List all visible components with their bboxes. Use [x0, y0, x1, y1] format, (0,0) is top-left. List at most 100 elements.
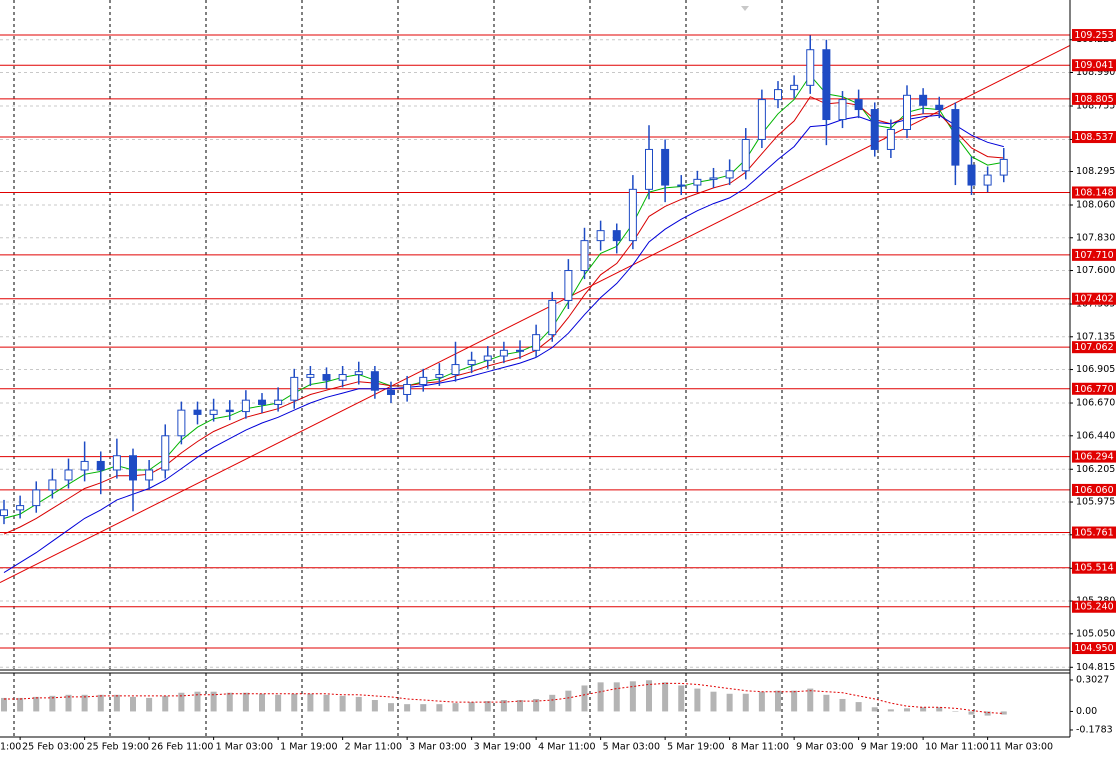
level-label-box: [1072, 59, 1116, 72]
osc-bar: [194, 691, 201, 712]
candle-body: [209, 409, 218, 415]
level-label: 105.240: [1074, 602, 1113, 613]
candle-body: [96, 460, 105, 471]
level-label: 105.761: [1074, 528, 1113, 539]
candle-body: [0, 509, 8, 517]
level-label-box: [1072, 341, 1116, 354]
candle-body: [483, 355, 492, 361]
candle-body: [774, 89, 782, 101]
level-label-box: [1072, 483, 1116, 496]
candle-body: [548, 299, 557, 336]
osc-bar: [81, 694, 88, 712]
candle-body: [129, 455, 137, 481]
osc-bar: [291, 693, 298, 712]
level-label: 104.950: [1074, 643, 1113, 654]
level-label: 106.060: [1074, 485, 1113, 496]
osc-bar: [130, 696, 136, 712]
level-label: 106.770: [1074, 384, 1113, 395]
osc-bar: [936, 707, 943, 712]
level-label-box: [1072, 131, 1116, 144]
level-label-box: [1072, 292, 1116, 305]
y-tick-label: 107.830: [1076, 232, 1115, 243]
candle-body: [258, 399, 266, 405]
osc-bar: [533, 698, 540, 712]
osc-bar: [242, 692, 249, 712]
candle-body: [854, 99, 863, 111]
osc-bar: [259, 693, 265, 712]
y-tick-label: 108.755: [1076, 100, 1115, 111]
osc-bar: [613, 682, 620, 712]
candle-body: [725, 170, 734, 179]
osc-bar: [226, 692, 233, 712]
osc-bar: [855, 702, 862, 712]
osc-bar: [146, 697, 153, 712]
osc-bar: [404, 704, 411, 712]
osc-bar: [468, 702, 475, 712]
candle-body: [596, 230, 605, 242]
candle-body: [951, 109, 960, 166]
osc-bar: [49, 695, 56, 712]
y-tick-label: 106.205: [1076, 464, 1115, 475]
candle-body: [838, 99, 847, 121]
candle-body: [16, 505, 25, 511]
osc-bar: [275, 694, 282, 712]
osc-bar: [65, 694, 72, 712]
x-tick-label: 9 Mar 03:00: [796, 742, 853, 753]
level-label: 109.041: [1074, 60, 1113, 71]
osc-bar: [839, 698, 846, 712]
candle-body: [935, 104, 944, 111]
level-label: 108.148: [1074, 187, 1113, 198]
x-tick-label: 5 Mar 19:00: [667, 742, 724, 753]
candle-body: [387, 389, 395, 395]
candle-body: [999, 158, 1008, 176]
candle-body: [419, 376, 428, 386]
candle-body: [903, 94, 911, 130]
x-tick-label: 26 Feb 11:00: [151, 742, 213, 753]
x-tick-label: 1:00: [0, 742, 21, 753]
osc-y-tick-label: -0.1783: [1076, 724, 1113, 735]
osc-bar: [210, 691, 217, 712]
osc-bar: [775, 690, 781, 712]
osc-bar: [871, 707, 878, 712]
x-tick-label: 25 Feb 03:00: [22, 742, 84, 753]
y-tick-label: 105.050: [1076, 628, 1115, 639]
candle-body: [403, 384, 412, 395]
candle-body: [338, 374, 347, 381]
candle-body: [451, 364, 460, 376]
candle-body: [145, 469, 154, 481]
osc-bar: [162, 695, 169, 712]
candle-body: [693, 178, 702, 186]
osc-bar: [307, 693, 314, 712]
x-tick-label: 11 Mar 03:00: [990, 742, 1053, 753]
candle-body: [161, 435, 170, 471]
candle-body: [870, 109, 879, 150]
candle-body: [48, 479, 57, 491]
osc-bar: [920, 707, 927, 712]
candle-body: [741, 138, 750, 172]
x-tick-label: 1 Mar 03:00: [216, 742, 273, 753]
osc-bar: [420, 704, 427, 712]
osc-bar: [968, 711, 975, 715]
osc-bar: [323, 694, 330, 712]
osc-bar: [371, 700, 378, 712]
osc-bar: [678, 685, 685, 712]
candle-body: [354, 371, 363, 376]
y-tick-label: 106.670: [1076, 398, 1115, 409]
vertical-grid: [13, 0, 975, 737]
candle-body: [757, 99, 766, 140]
osc-bar: [742, 693, 749, 712]
level-label: 107.402: [1074, 294, 1113, 305]
level-label: 107.710: [1074, 250, 1113, 261]
candle-body: [322, 374, 331, 381]
osc-bar: [436, 704, 443, 712]
x-tick-label: 9 Mar 19:00: [861, 742, 918, 753]
candle-body: [241, 399, 250, 413]
candle-body: [177, 409, 186, 437]
candle-body: [822, 49, 831, 121]
osc-bar: [984, 711, 991, 716]
osc-y-tick-label: 0.00: [1076, 706, 1097, 717]
level-label: 105.514: [1074, 563, 1113, 574]
y-tick-label: 108.295: [1076, 166, 1115, 177]
osc-bar: [823, 694, 830, 712]
